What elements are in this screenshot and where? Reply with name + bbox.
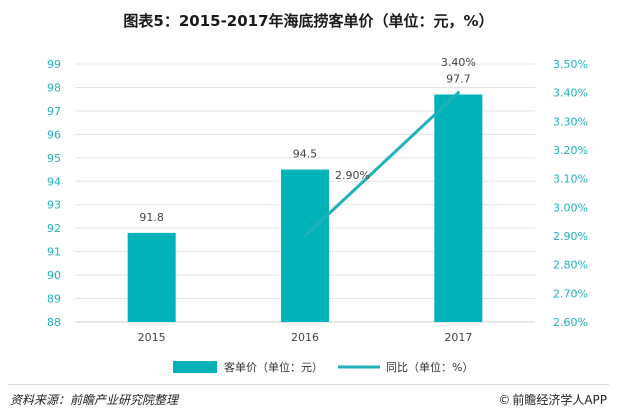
bar xyxy=(281,169,329,322)
line-series: 2.90% 3.40% xyxy=(303,56,476,238)
y-left-tick-label: 99 xyxy=(47,58,61,71)
copyright-icon: © xyxy=(498,393,511,407)
bar-value-label: 97.7 xyxy=(446,72,471,85)
y-left-tick-label: 91 xyxy=(47,246,61,259)
bar-value-label: 91.8 xyxy=(139,211,164,224)
yoy-point xyxy=(303,234,307,238)
yoy-point xyxy=(456,91,460,95)
y-right-tick-label: 3.50% xyxy=(553,58,588,71)
y-left-tick-label: 95 xyxy=(47,152,61,165)
y-right-tick-label: 2.60% xyxy=(553,316,588,329)
y-left-tick-label: 94 xyxy=(47,175,61,188)
y-left-tick-label: 90 xyxy=(47,269,61,282)
legend: 客单价（单位：元） 同比（单位：%） xyxy=(173,360,473,374)
legend-label: 客单价（单位：元） xyxy=(224,360,323,374)
y-right-tick-label: 3.20% xyxy=(553,144,588,157)
y-right-tick-label: 2.80% xyxy=(553,259,588,272)
y-left-tick-label: 92 xyxy=(47,222,61,235)
x-tick-label: 2015 xyxy=(138,331,166,344)
x-axis: 2015 2016 2017 xyxy=(138,331,473,344)
y-left-tick-label: 93 xyxy=(47,199,61,212)
y-left-tick-label: 89 xyxy=(47,293,61,306)
bar-value-label: 94.5 xyxy=(293,148,318,161)
y-right-tick-label: 2.90% xyxy=(553,230,588,243)
y-axis-right: 2.60% 2.70% 2.80% 2.90% 3.00% 3.10% 3.20% 3.30%… xyxy=(553,58,588,329)
y-left-tick-label: 97 xyxy=(47,105,61,118)
chart-title: 图表5：2015-2017年海底捞客单价（单位：元，%） xyxy=(123,12,494,30)
y-right-tick-label: 3.30% xyxy=(553,115,588,128)
yoy-value-label: 2.90% xyxy=(335,169,370,182)
y-left-tick-label: 88 xyxy=(47,316,61,329)
bar xyxy=(434,94,483,322)
bar xyxy=(127,232,176,322)
brand-credit: © 前瞻经济学人APP xyxy=(498,391,607,408)
legend-label: 同比（单位：%） xyxy=(386,360,473,374)
footer-divider xyxy=(8,384,609,385)
x-tick-label: 2017 xyxy=(444,331,472,344)
legend-swatch-bar xyxy=(173,361,217,373)
y-right-tick-label: 3.10% xyxy=(553,173,588,186)
bar-series: 91.8 94.5 97.7 xyxy=(127,72,483,322)
y-axis-left: 88 89 90 91 92 93 94 95 96 97 98 99 xyxy=(47,58,61,329)
yoy-value-label: 3.40% xyxy=(441,56,476,69)
y-right-tick-label: 2.70% xyxy=(553,287,588,300)
brand-name: 前瞻经济学人APP xyxy=(512,393,607,407)
source-note: 资料来源：前瞻产业研究院整理 xyxy=(10,393,179,407)
chart: 88 89 90 91 92 93 94 95 96 97 98 99 2.60% 2.70% 2.80%… xyxy=(47,56,588,374)
y-left-tick-label: 96 xyxy=(47,128,61,141)
y-right-tick-label: 3.00% xyxy=(553,201,588,214)
yoy-line xyxy=(303,91,460,238)
y-right-tick-label: 3.40% xyxy=(553,87,588,100)
y-left-tick-label: 98 xyxy=(47,81,61,94)
x-tick-label: 2016 xyxy=(291,331,319,344)
